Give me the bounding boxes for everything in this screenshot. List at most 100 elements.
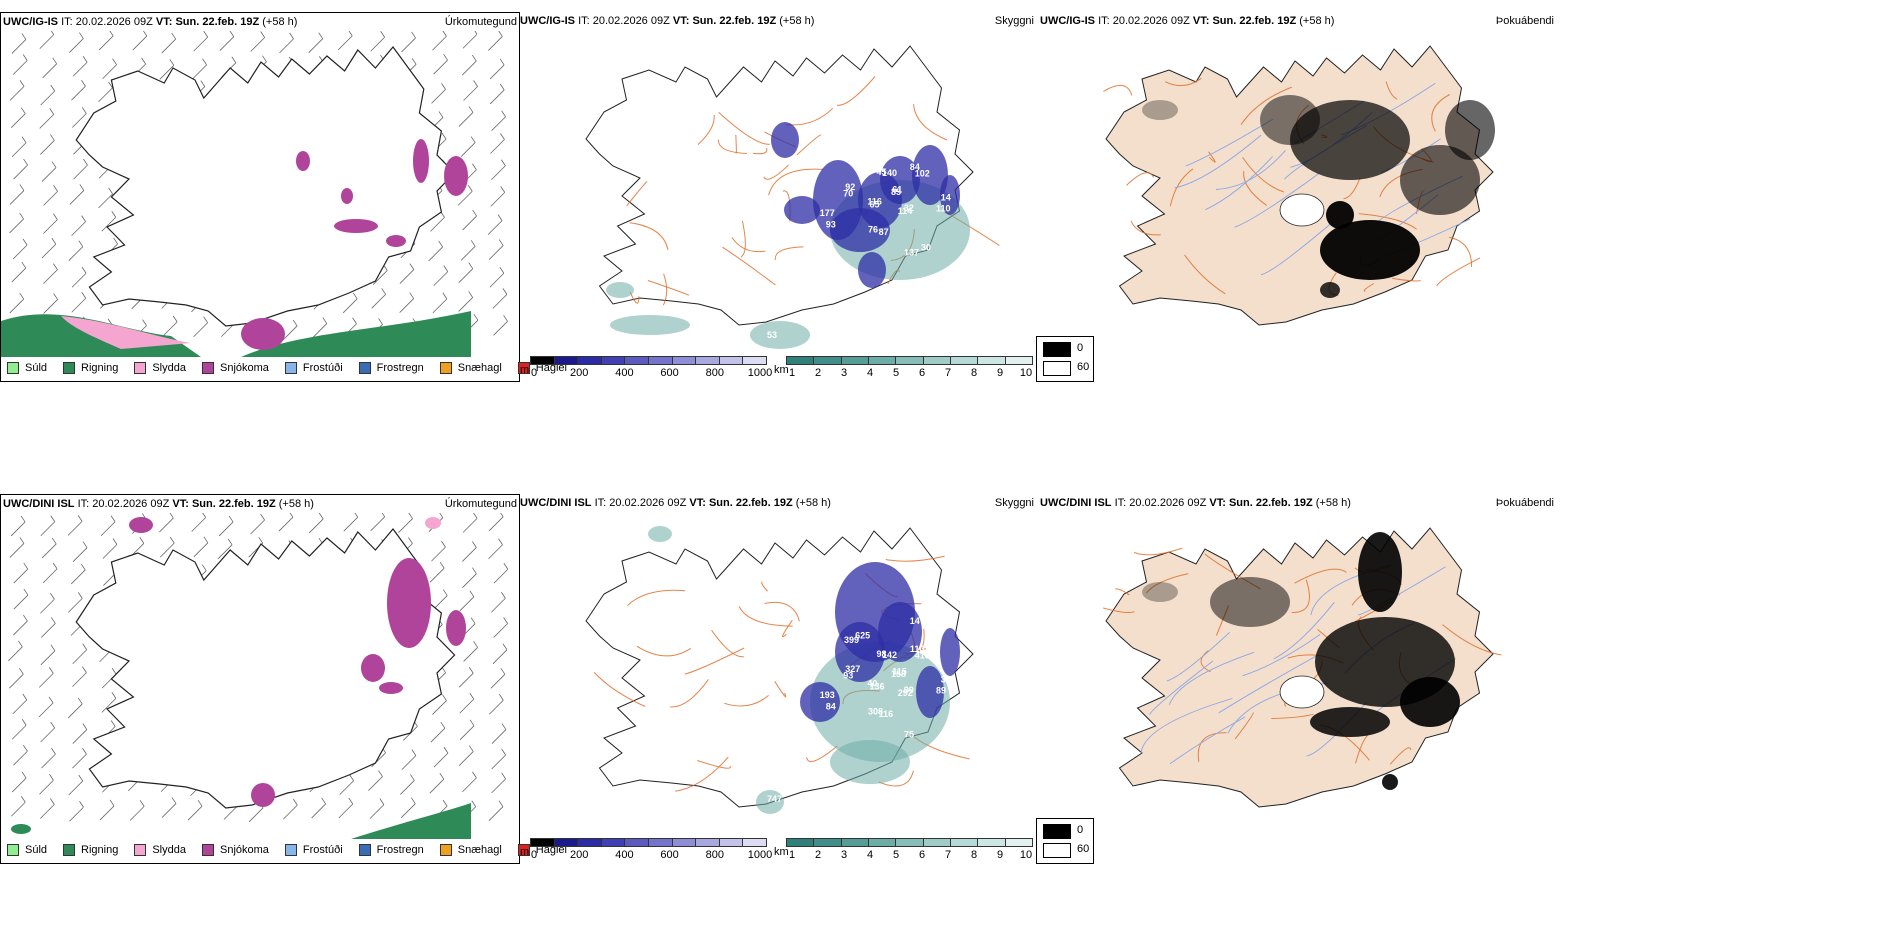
legend-swatch <box>517 844 530 856</box>
visibility-colorbar-tick-label: 10 <box>1019 367 1033 379</box>
wind-barb-feather <box>411 58 417 65</box>
legend-swatch <box>439 362 452 374</box>
wind-barb <box>159 517 174 533</box>
wind-barb-feather <box>82 643 88 650</box>
snow-area <box>386 235 406 247</box>
wind-barb-feather <box>501 110 506 117</box>
visibility-value-label: 308 <box>868 706 883 716</box>
precip-legend: Súld Rigning Slydda Snjókoma Frostúði Frostre… <box>7 359 583 377</box>
wind-barb-feather <box>139 800 145 807</box>
wind-barb <box>70 569 86 585</box>
wind-barb-feather <box>467 185 473 192</box>
cloudbase-colorbar-tick-label: 0 <box>530 849 538 861</box>
visibility-value-label: 102 <box>915 169 930 179</box>
panel-header: UWC/IG-IS IT: 20.02.2026 09Z VT: Sun. 22… <box>1040 14 1556 30</box>
visibility-value-label: 85 <box>891 187 901 197</box>
wind-barb <box>11 267 27 283</box>
fog-dense-area <box>1400 677 1460 727</box>
wind-barb-feather <box>79 801 84 808</box>
wind-barb-feather <box>354 513 359 518</box>
wind-barb-feather <box>441 540 446 548</box>
wind-barb-feather <box>49 774 54 781</box>
legend-swatch <box>517 362 530 374</box>
wind-barb-feather <box>109 31 114 37</box>
wind-barb <box>489 64 505 80</box>
wind-barb-feather <box>472 541 477 548</box>
cloudbase-colorbar-tick-label: 400 <box>615 849 634 861</box>
wind-barb <box>462 60 477 76</box>
wind-barb <box>41 623 56 638</box>
cloudbase-colorbar-tick-label: 1000 <box>747 367 773 379</box>
cloudbase-colorbar-unit: m <box>520 364 530 376</box>
fog-dense-area <box>1142 582 1178 602</box>
wind-barb-feather <box>438 111 444 118</box>
wind-barb <box>159 65 175 80</box>
wind-barb-feather <box>49 108 55 115</box>
wind-barb-feather <box>472 771 477 779</box>
wind-barb <box>433 59 448 75</box>
visibility-colorbar-tick-label: 9 <box>996 367 1004 379</box>
wind-barb <box>312 323 328 338</box>
road-line <box>627 589 686 606</box>
wind-barb <box>39 673 54 688</box>
legend-swatch <box>358 844 371 856</box>
precip-legend-item: Súld <box>7 362 47 374</box>
road-line <box>1164 77 1202 87</box>
precip-legend-item: Haglél <box>517 362 567 374</box>
visibility-colorbar-segment <box>786 838 815 847</box>
wind-barb <box>11 724 27 740</box>
vt-value: Sun. 22.feb. 19Z <box>1228 497 1313 509</box>
vt-value: Sun. 22.feb. 19Z <box>708 497 793 509</box>
fog-dense-area <box>1382 774 1398 790</box>
visibility-value-label: 41 <box>807 153 817 163</box>
wind-barb-feather <box>82 666 87 673</box>
wind-barb-feather <box>318 32 324 39</box>
wind-barb-feather <box>258 536 264 544</box>
wind-barb-feather <box>172 315 178 323</box>
wind-barb-feather <box>112 538 118 545</box>
precip-legend-item: Snjókoma <box>201 844 269 856</box>
wind-barb <box>43 269 58 284</box>
wind-barb <box>458 672 474 688</box>
road-line <box>761 581 768 592</box>
visibility-value-label: 99 <box>904 685 914 695</box>
wind-barb-feather <box>21 261 27 269</box>
cloudbase-colorbar-segment <box>600 838 626 847</box>
legend-swatch <box>63 844 76 856</box>
wind-barb <box>338 803 354 819</box>
wind-barb <box>250 519 265 535</box>
panel-header: UWC/DINI ISL IT: 20.02.2026 09Z VT: Sun.… <box>1040 496 1556 512</box>
panel-title: Úrkomutegund <box>444 16 517 28</box>
road-line <box>1197 732 1227 762</box>
wind-barb-feather <box>441 83 446 90</box>
visibility-value-label: 416 <box>915 651 930 661</box>
road-line <box>1234 712 1254 740</box>
visibility-value-label: 30 <box>921 243 931 253</box>
wind-barb-feather <box>22 693 28 701</box>
visibility-map-r2: 158 40 142 292 327 416 308 625 89 193 14 75 81 115 136… <box>585 526 974 814</box>
wind-barb-feather <box>139 537 145 544</box>
cloudbase-low-area <box>916 666 944 718</box>
wind-barb-feather <box>469 590 475 598</box>
model-name: UWC/DINI ISL <box>520 497 592 509</box>
visibility-value-label: 116 <box>867 196 882 206</box>
road-line <box>697 760 731 769</box>
wind-barb-feather <box>470 617 476 624</box>
legend-swatch <box>7 844 19 856</box>
cloudbase-colorbar-segment <box>718 838 744 847</box>
wind-barb <box>67 703 83 719</box>
wind-barb <box>71 85 86 101</box>
wind-barb <box>493 568 509 584</box>
wind-barb-feather <box>442 694 447 701</box>
wind-barb <box>458 297 473 312</box>
wind-barb-feather <box>19 292 25 300</box>
visibility-colorbar-tick-label: 4 <box>866 367 874 379</box>
road-line <box>1294 568 1347 584</box>
visibility-value-label: 193 <box>820 690 835 700</box>
wind-barb-feather <box>498 239 504 246</box>
wind-barb <box>102 64 117 80</box>
precip-legend-item: Frostregn <box>358 844 424 856</box>
wind-barb-feather <box>231 56 237 64</box>
wind-barb <box>337 35 353 51</box>
wind-barb <box>192 64 207 80</box>
